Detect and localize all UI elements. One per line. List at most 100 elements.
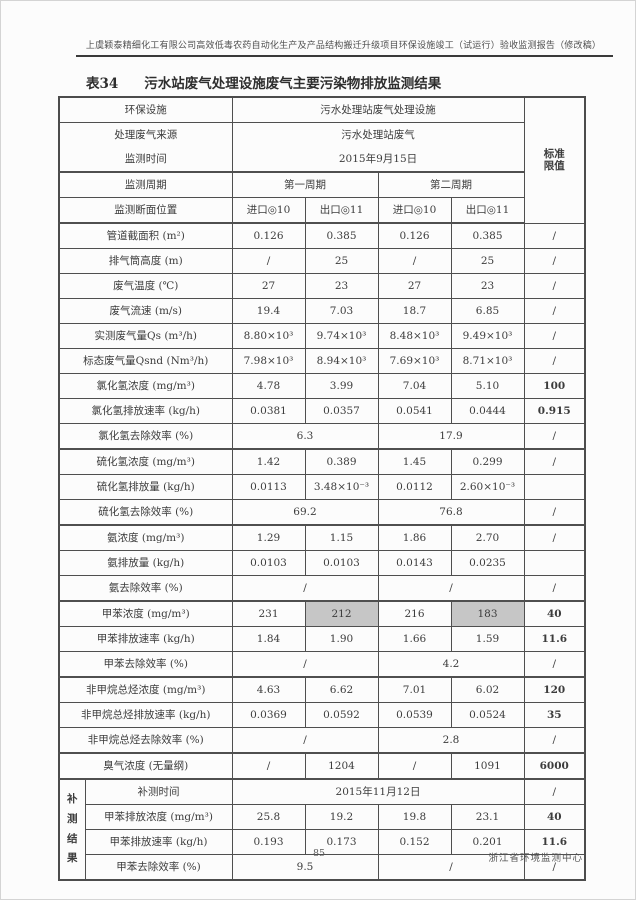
- data-cell: 4.63: [231, 676, 306, 703]
- data-cell: 231: [231, 600, 306, 627]
- data-cell: 0.389: [304, 448, 379, 475]
- data-cell: 1.59: [450, 626, 525, 652]
- data-cell: 19.8: [377, 804, 452, 830]
- data-cell: 25: [450, 248, 525, 274]
- data-cell: 0.0381: [231, 398, 306, 424]
- data-cell: 1.66: [377, 626, 452, 652]
- data-cell: 1091: [450, 752, 525, 780]
- span-value: 76.8: [377, 499, 525, 526]
- limit-cell: /: [523, 423, 586, 450]
- data-cell: 8.48×10³: [377, 323, 452, 349]
- data-cell: 1204: [304, 752, 379, 780]
- row-label: 环保设施: [58, 96, 233, 123]
- supplement-strip-label: 补测结果: [67, 792, 78, 865]
- data-cell: 1.15: [304, 524, 379, 551]
- data-cell: 0.0539: [377, 702, 452, 728]
- data-cell: 5.10: [450, 373, 525, 399]
- limit-cell: /: [523, 248, 586, 274]
- data-cell: 1.29: [231, 524, 306, 551]
- data-cell: 0.0541: [377, 398, 452, 424]
- row-label: 标态废气量Qsnd (Nm³/h): [58, 348, 233, 374]
- data-cell: 0.299: [450, 448, 525, 475]
- data-cell: 0.0143: [377, 550, 452, 576]
- data-cell: 19.2: [304, 804, 379, 830]
- merged-value: 2015年9月15日: [231, 146, 525, 173]
- row-label: 臭气浓度 (无量纲): [58, 752, 233, 780]
- data-cell: 0.0103: [304, 550, 379, 576]
- limit-cell: /: [523, 273, 586, 299]
- row-label: 实测废气量Qs (m³/h): [58, 323, 233, 349]
- limit-cell: /: [523, 348, 586, 374]
- data-cell: 27: [231, 273, 306, 299]
- limit-cell: [523, 550, 586, 576]
- data-cell: 183: [450, 600, 525, 627]
- page-number: 85: [312, 848, 326, 859]
- row-label: 非甲烷总烃排放速率 (kg/h): [58, 702, 233, 728]
- data-cell: 0.0113: [231, 474, 306, 500]
- std-limit-header: 标准 限值: [523, 96, 586, 224]
- limit-cell: /: [523, 499, 586, 526]
- data-cell: 出口◎11: [304, 197, 379, 224]
- span-value: /: [377, 854, 525, 881]
- row-label: 硫化氢浓度 (mg/m³): [58, 448, 233, 475]
- row-label: 非甲烷总烃去除效率 (%): [58, 727, 233, 754]
- data-cell: /: [231, 752, 306, 780]
- data-cell: /: [377, 752, 452, 780]
- row-label: 废气流速 (m/s): [58, 298, 233, 324]
- limit-cell: [523, 474, 586, 500]
- limit-cell: /: [523, 448, 586, 475]
- data-cell: 7.69×10³: [377, 348, 452, 374]
- data-cell: 23: [450, 273, 525, 299]
- data-cell: 8.71×10³: [450, 348, 525, 374]
- data-cell: 216: [377, 600, 452, 627]
- limit-cell: /: [523, 323, 586, 349]
- data-cell: 3.48×10⁻³: [304, 474, 379, 500]
- data-cell: 9.49×10³: [450, 323, 525, 349]
- limit-cell: 11.6: [523, 626, 586, 652]
- row-label: 氯化氢浓度 (mg/m³): [58, 373, 233, 399]
- limit-cell: /: [523, 575, 586, 602]
- span-value: /: [231, 727, 379, 754]
- span-value: 2.8: [377, 727, 525, 754]
- row-label: 非甲烷总烃浓度 (mg/m³): [58, 676, 233, 703]
- data-cell: /: [231, 248, 306, 274]
- data-cell: 2.70: [450, 524, 525, 551]
- data-cell: 1.86: [377, 524, 452, 551]
- span-value: 4.2: [377, 651, 525, 678]
- data-cell: 1.90: [304, 626, 379, 652]
- data-cell: 0.193: [231, 829, 306, 855]
- data-cell: 1.42: [231, 448, 306, 475]
- row-label: 氨排放量 (kg/h): [58, 550, 233, 576]
- limit-cell: 0.915: [523, 398, 586, 424]
- row-label: 硫化氢去除效率 (%): [58, 499, 233, 526]
- span-value: /: [231, 651, 379, 678]
- data-cell: 0.0592: [304, 702, 379, 728]
- merged-value: 2015年11月12日: [231, 778, 525, 805]
- data-cell: 0.0235: [450, 550, 525, 576]
- data-cell: 3.99: [304, 373, 379, 399]
- limit-cell: /: [523, 727, 586, 754]
- data-cell: 进口◎10: [231, 197, 306, 224]
- data-cell: 0.152: [377, 829, 452, 855]
- merged-value: 污水处理站废气: [231, 122, 525, 147]
- table-number: 表34: [86, 76, 119, 92]
- data-cell: 19.4: [231, 298, 306, 324]
- row-label: 甲苯去除效率 (%): [58, 651, 233, 678]
- row-label: 甲苯排放速率 (kg/h): [58, 626, 233, 652]
- span-value: /: [231, 575, 379, 602]
- span-value: 6.3: [231, 423, 379, 450]
- data-cell: 8.80×10³: [231, 323, 306, 349]
- data-cell: 0.385: [304, 222, 379, 249]
- data-cell: 6.62: [304, 676, 379, 703]
- data-cell: 212: [304, 600, 379, 627]
- data-cell: 1.84: [231, 626, 306, 652]
- header-rule: [76, 55, 613, 57]
- footer-org: 浙江省环境监测中心: [488, 853, 583, 864]
- data-cell: 7.04: [377, 373, 452, 399]
- limit-cell: 11.6: [523, 829, 586, 855]
- row-label: 排气筒高度 (m): [58, 248, 233, 274]
- row-label: 处理废气来源: [58, 122, 233, 147]
- limit-cell: /: [523, 778, 586, 805]
- span-value: 17.9: [377, 423, 525, 450]
- data-cell: 25: [304, 248, 379, 274]
